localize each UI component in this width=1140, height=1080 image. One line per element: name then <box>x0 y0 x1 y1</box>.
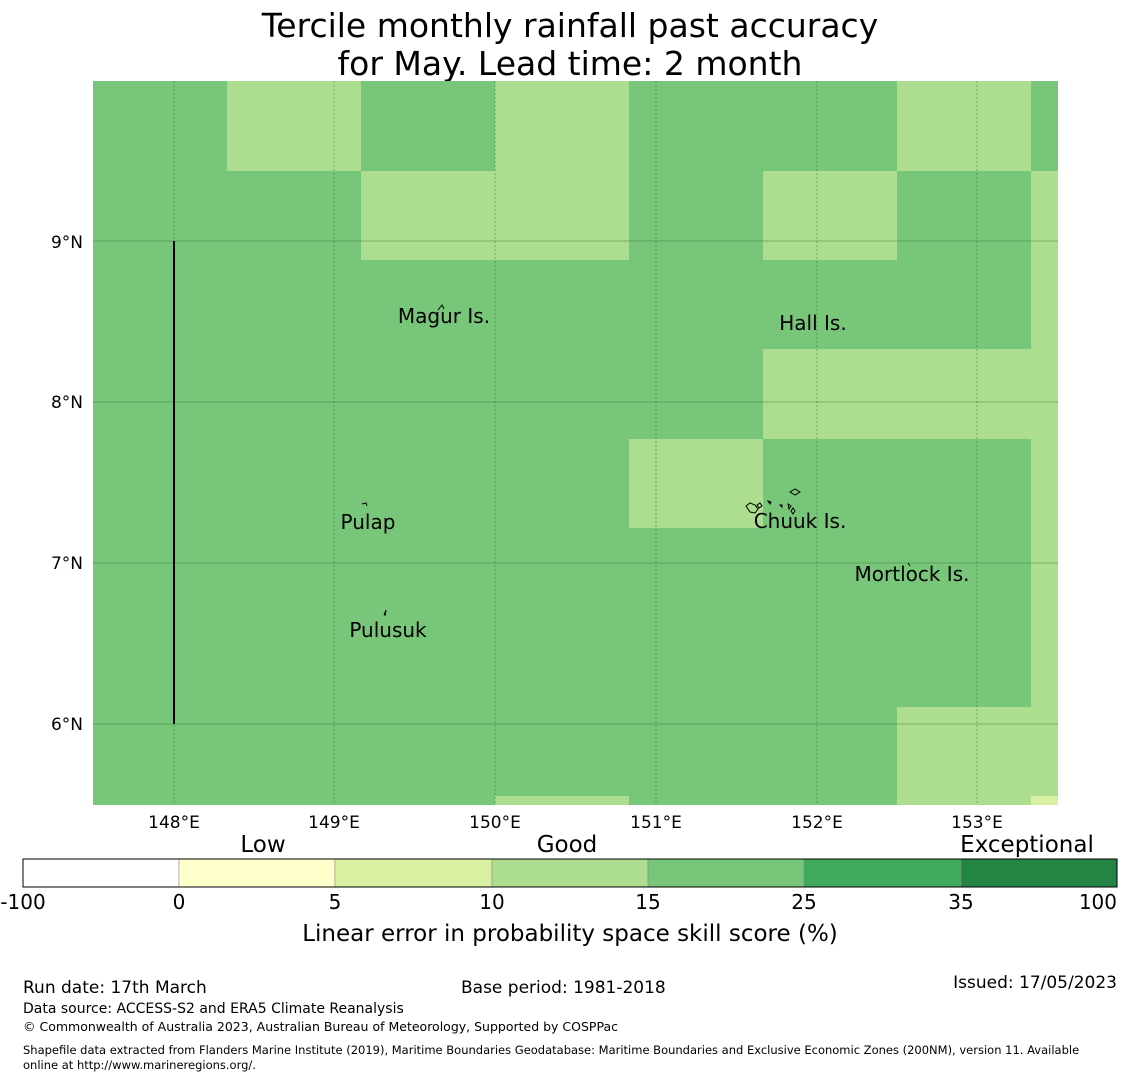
place-label-hall: Hall Is. <box>779 311 846 335</box>
island-outlines <box>361 304 911 617</box>
place-label-pulusuk: Pulusuk <box>349 618 427 642</box>
legend-category-exceptional: Exceptional <box>960 832 1094 858</box>
chart-title-line2: for May. Lead time: 2 month <box>337 44 803 83</box>
lon-label: 148°E <box>148 813 200 833</box>
grid-cell <box>763 349 1031 439</box>
shapefile-credit-line2: online at http://www.marineregions.org/. <box>23 1058 256 1072</box>
lon-label: 149°E <box>308 813 360 833</box>
colorbar-segment <box>647 858 805 888</box>
grid-cell <box>1031 171 1058 805</box>
grid-cell <box>897 81 1031 171</box>
legend-tick: 35 <box>948 890 973 914</box>
run-date: Run date: 17th March <box>23 978 207 998</box>
grid-cell <box>495 81 629 171</box>
grid-cell <box>495 796 629 805</box>
place-label-magur: Magur Is. <box>398 304 490 328</box>
lon-label: 150°E <box>469 813 521 833</box>
grid-cell <box>1031 796 1058 805</box>
colorbar-segment <box>22 858 180 888</box>
legend-tick: 25 <box>791 890 816 914</box>
colorbar-segment <box>334 858 493 888</box>
legend-tick: 10 <box>479 890 504 914</box>
colorbar-segment <box>803 858 962 888</box>
colorbar-segment <box>491 858 649 888</box>
legend-tick: 5 <box>329 890 342 914</box>
colorbar-segment <box>960 858 1118 888</box>
skill-grid <box>93 81 1058 805</box>
place-label-chuuk: Chuuk Is. <box>754 509 847 533</box>
data-source: Data source: ACCESS-S2 and ERA5 Climate … <box>23 1001 404 1017</box>
base-period: Base period: 1981-2018 <box>461 978 666 998</box>
legend-category-low: Low <box>240 832 285 858</box>
lat-label: 9°N <box>51 233 83 253</box>
shapefile-credit-line1: Shapefile data extracted from Flanders M… <box>23 1043 1080 1057</box>
issued-date: Issued: 17/05/2023 <box>953 973 1117 993</box>
lon-label: 151°E <box>630 813 682 833</box>
lat-label: 6°N <box>51 715 83 735</box>
grid-cell <box>763 171 897 260</box>
lon-label: 152°E <box>791 813 843 833</box>
legend-tick: 15 <box>635 890 660 914</box>
place-label-mortlock: Mortlock Is. <box>855 562 970 586</box>
legend-tick: -100 <box>0 890 45 914</box>
place-label-pulap: Pulap <box>341 510 396 534</box>
forecast-map: 9°N 8°N 7°N 6°N 148°E 149°E 150°E 151°E … <box>0 81 1118 947</box>
copyright: © Commonwealth of Australia 2023, Austra… <box>23 1019 618 1034</box>
legend-axis-label: Linear error in probability space skill … <box>302 921 838 947</box>
colorbar <box>22 858 1118 888</box>
legend-tick: 100 <box>1079 890 1117 914</box>
lat-label: 7°N <box>51 554 83 574</box>
grid-cell <box>227 81 361 171</box>
lat-label: 8°N <box>51 393 83 413</box>
colorbar-segment <box>178 858 336 888</box>
legend-category-good: Good <box>537 832 598 858</box>
grid-cell <box>897 707 1031 805</box>
lon-label: 153°E <box>951 813 1003 833</box>
legend-tick: 0 <box>173 890 186 914</box>
grid-cell <box>629 439 763 528</box>
chart-title-line1: Tercile monthly rainfall past accuracy <box>261 6 879 45</box>
